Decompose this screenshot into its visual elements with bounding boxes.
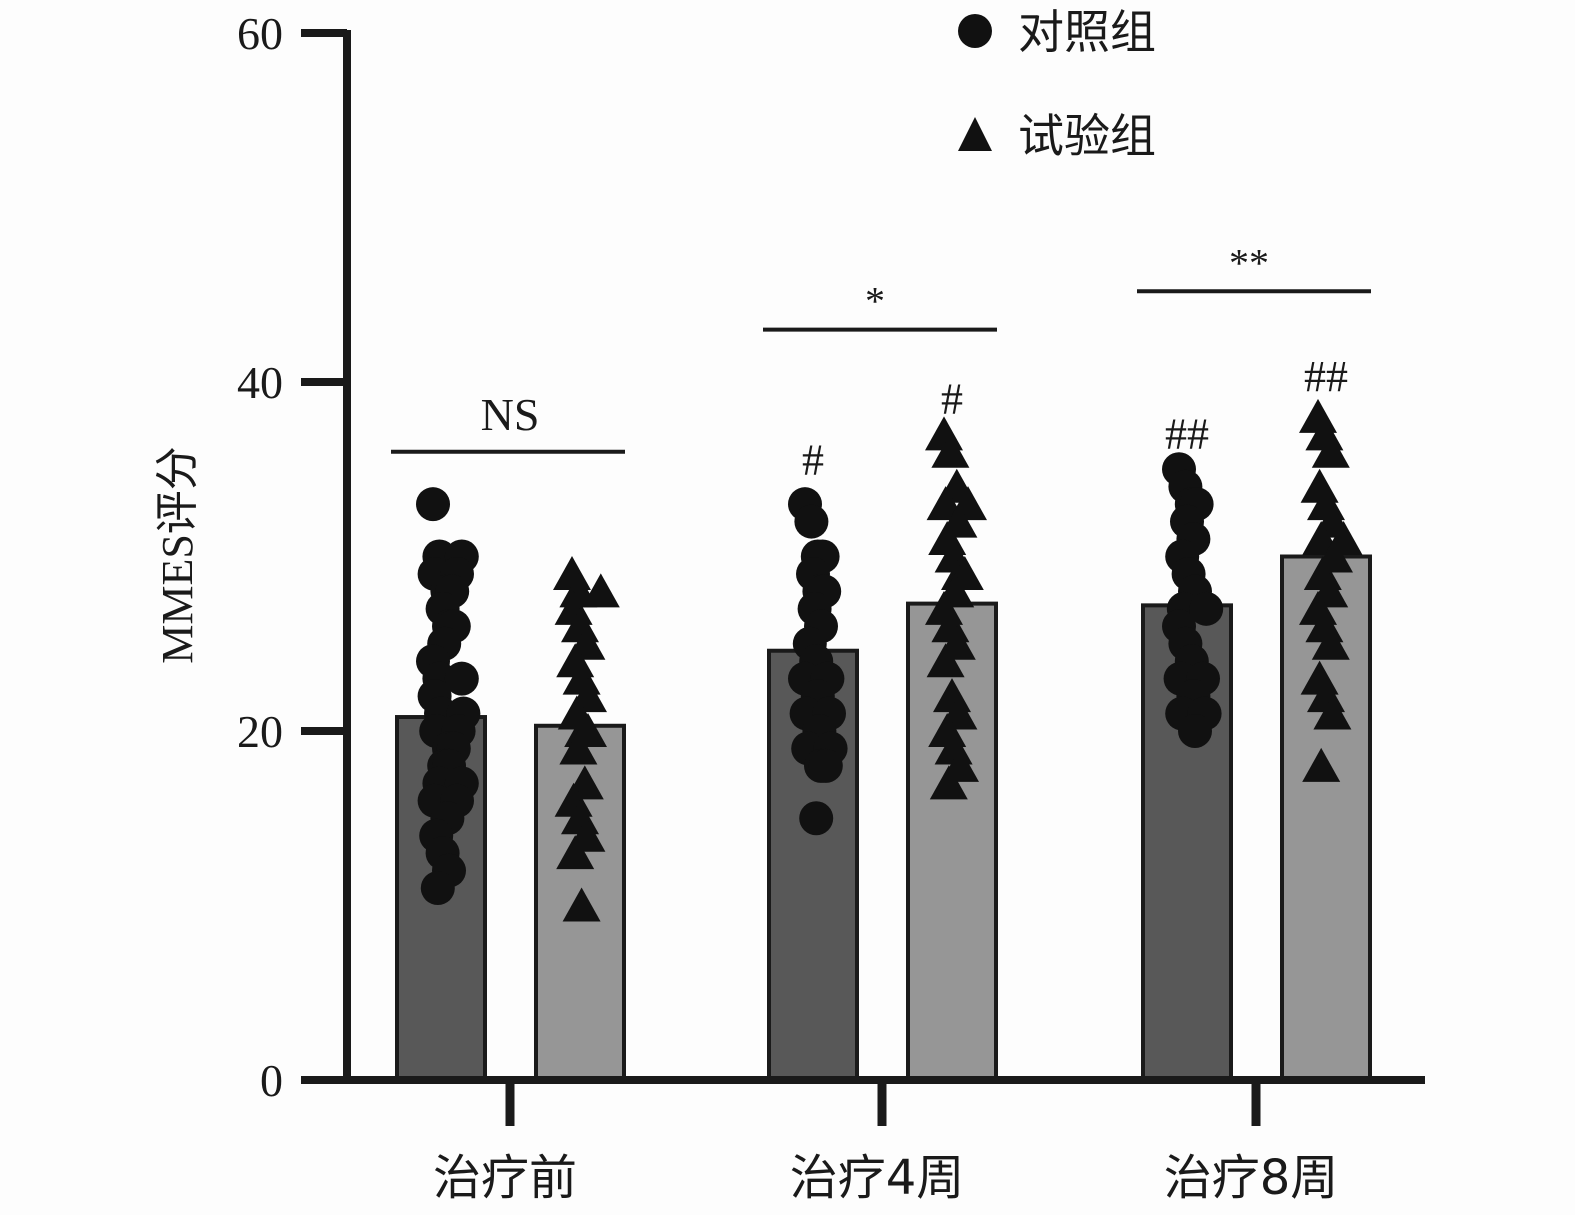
point-control-0-31	[420, 871, 455, 906]
point-experiment-0-12	[559, 730, 598, 765]
point-experiment-0-2	[581, 573, 620, 608]
point-experiment-1-20	[929, 765, 968, 800]
legend: 对照组 试验组	[958, 5, 1156, 163]
point-control-1-1	[794, 504, 829, 539]
legend-triangle-marker	[958, 117, 992, 151]
annotations-layer: NS***######	[391, 240, 1371, 485]
y-tick-label-20: 20	[237, 706, 283, 757]
point-experiment-0-0	[553, 555, 591, 590]
point-control-0-0	[416, 487, 450, 522]
point-experiment-2-13	[1311, 625, 1350, 660]
point-experiment-2-3	[1300, 468, 1339, 503]
point-experiment-2-17	[1302, 747, 1341, 782]
point-experiment-0-17	[556, 835, 595, 870]
significance-label-0: NS	[481, 389, 540, 440]
point-control-1-20	[808, 748, 843, 783]
point-experiment-0-18	[562, 887, 601, 922]
within-group-mark-1: #	[941, 374, 963, 423]
point-experiment-1-1	[931, 433, 970, 468]
point-experiment-2-0	[1299, 398, 1337, 433]
point-experiment-1-14	[926, 643, 965, 678]
x-tick-label-0: 治疗前	[433, 1150, 577, 1206]
y-tick-label-0: 0	[260, 1055, 283, 1106]
point-control-2-19	[1178, 714, 1212, 748]
bars-layer	[395, 554, 1372, 1082]
legend-item-control: 对照组	[958, 5, 1156, 59]
legend-circle-marker	[958, 14, 992, 48]
legend-label-control: 对照组	[1018, 5, 1156, 59]
point-control-2-10	[1189, 591, 1224, 626]
within-group-mark-0: #	[802, 436, 824, 485]
significance-label-1: *	[865, 279, 885, 324]
point-control-1-21	[799, 801, 834, 836]
within-group-mark-3: ##	[1304, 352, 1348, 401]
y-tick-label-60: 60	[237, 8, 283, 59]
legend-item-experiment: 试验组	[958, 109, 1156, 163]
data-points-layer	[416, 398, 1363, 922]
point-control-0-13	[444, 661, 479, 696]
point-experiment-2-2	[1311, 433, 1350, 468]
y-axis-label: MMES评分	[153, 446, 202, 664]
x-ticks-layer: 治疗前 治疗4周 治疗8周	[433, 1080, 1338, 1206]
x-tick-label-1: 治疗4周	[790, 1150, 965, 1206]
legend-label-experiment: 试验组	[1018, 109, 1156, 163]
y-tick-label-40: 40	[237, 357, 283, 408]
y-ticks-layer: 0 20 40 60	[237, 8, 347, 1106]
x-tick-label-2: 治疗8周	[1164, 1150, 1339, 1206]
axes-layer	[301, 30, 1425, 1084]
point-experiment-2-16	[1313, 695, 1352, 730]
significance-label-2: **	[1229, 240, 1269, 285]
within-group-mark-2: ##	[1165, 409, 1209, 458]
